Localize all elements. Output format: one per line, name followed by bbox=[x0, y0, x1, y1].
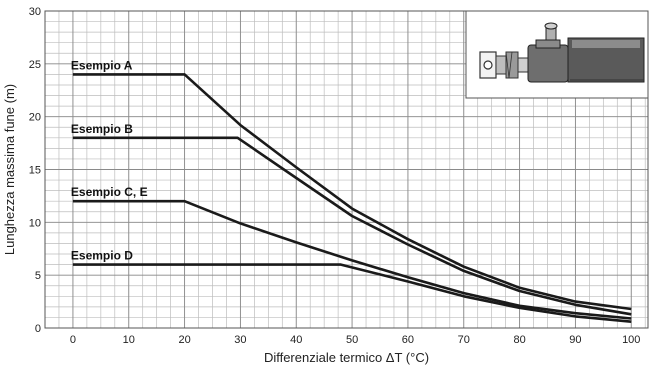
x-tick-label: 10 bbox=[123, 334, 135, 346]
y-axis-title: Lunghezza massima fune (m) bbox=[2, 84, 17, 255]
y-tick-label: 20 bbox=[29, 112, 41, 124]
x-tick-label: 90 bbox=[569, 334, 581, 346]
y-tick-label: 10 bbox=[29, 217, 41, 229]
series-line bbox=[72, 136, 632, 316]
product-photo-inset bbox=[465, 10, 649, 99]
y-axis-ticks: 0 5 10 15 20 25 30 bbox=[29, 6, 41, 335]
series-line bbox=[72, 263, 632, 323]
x-tick-label: 50 bbox=[346, 334, 358, 346]
x-tick-label: 20 bbox=[178, 334, 190, 346]
x-tick-label: 70 bbox=[458, 334, 470, 346]
y-tick-label: 25 bbox=[29, 59, 41, 71]
x-tick-label: 100 bbox=[622, 334, 640, 346]
series-label: Esempio A bbox=[71, 58, 133, 72]
series-label: Esempio C, E bbox=[71, 185, 148, 199]
series-line bbox=[72, 73, 632, 311]
x-tick-label: 0 bbox=[70, 334, 76, 346]
series-lines bbox=[72, 73, 632, 323]
y-tick-label: 15 bbox=[29, 165, 41, 177]
x-tick-label: 80 bbox=[513, 334, 525, 346]
y-tick-label: 0 bbox=[35, 323, 41, 335]
x-tick-label: 30 bbox=[234, 334, 246, 346]
x-tick-label: 60 bbox=[402, 334, 414, 346]
plot-frame bbox=[44, 10, 649, 329]
x-tick-label: 40 bbox=[290, 334, 302, 346]
series-label: Esempio B bbox=[71, 122, 133, 136]
series-line bbox=[72, 199, 632, 320]
switch-device-illustration bbox=[479, 22, 645, 83]
series-labels: Esempio A Esempio B Esempio C, E Esempio D bbox=[71, 58, 148, 262]
y-tick-label: 5 bbox=[35, 270, 41, 282]
x-axis-ticks: 0 10 20 30 40 50 60 70 80 90 100 bbox=[70, 334, 641, 346]
x-axis-title: Differenziale termico ΔT (°C) bbox=[264, 350, 429, 365]
series-label: Esempio D bbox=[71, 249, 133, 263]
y-tick-label: 30 bbox=[29, 6, 41, 18]
